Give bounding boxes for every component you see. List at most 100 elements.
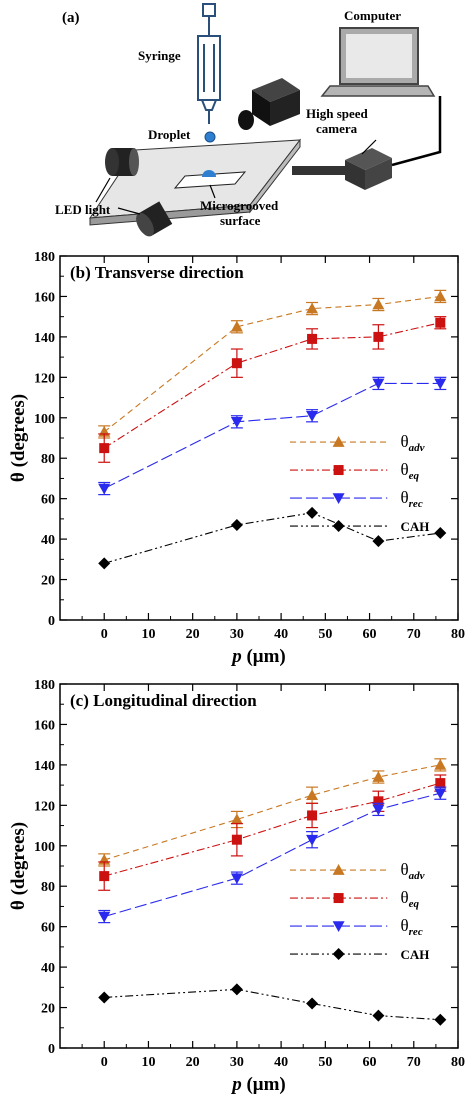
c-x-tick-label: 80 bbox=[451, 1055, 465, 1070]
b-y-tick-label: 80 bbox=[41, 452, 55, 467]
c-y-tick-label: 140 bbox=[34, 759, 55, 774]
b-y-tick-label: 40 bbox=[41, 533, 55, 548]
b-legend-entry: θeq bbox=[289, 460, 420, 482]
b-legend-label: θeq bbox=[401, 460, 420, 482]
b-x-tick-label: 10 bbox=[141, 627, 155, 642]
b-data-point bbox=[98, 557, 111, 570]
c-y-tick-label: 0 bbox=[48, 1042, 55, 1057]
b-data-point bbox=[230, 417, 243, 428]
b-legend-label: θrec bbox=[401, 488, 423, 510]
c-legend-marker bbox=[333, 893, 344, 904]
c-series-line bbox=[104, 764, 441, 861]
b-x-tick-label: 30 bbox=[230, 627, 244, 642]
b-legend-label: CAH bbox=[401, 519, 430, 534]
b-data-point bbox=[434, 290, 447, 302]
b-legend-marker bbox=[332, 520, 345, 533]
b-legend-marker bbox=[332, 436, 345, 447]
c-data-point bbox=[99, 871, 110, 882]
b-y-tick-label: 180 bbox=[34, 250, 55, 265]
c-y-tick-label: 60 bbox=[41, 921, 55, 936]
c-title: (c) Longitudinal direction bbox=[70, 691, 257, 710]
c-x-axis-label: p (μm) bbox=[230, 1074, 286, 1095]
c-y-tick-label: 160 bbox=[34, 718, 55, 733]
c-legend-label: θrec bbox=[401, 916, 423, 938]
b-legend-label: θadv bbox=[401, 432, 425, 454]
c-x-tick-label: 10 bbox=[141, 1055, 155, 1070]
c-series-cah bbox=[98, 983, 447, 1026]
c-legend-label: CAH bbox=[401, 947, 430, 962]
b-data-point bbox=[231, 358, 242, 369]
c-data-point bbox=[373, 796, 384, 807]
c-legend-label: θeq bbox=[401, 888, 420, 910]
c-y-tick-label: 20 bbox=[41, 1002, 55, 1017]
c-data-point bbox=[372, 804, 385, 816]
b-legend-entry: θadv bbox=[289, 432, 425, 454]
c-y-tick-label: 180 bbox=[34, 678, 55, 693]
c-data-point bbox=[372, 1009, 385, 1022]
c-x-tick-label: 40 bbox=[274, 1055, 288, 1070]
b-x-tick-label: 70 bbox=[407, 627, 421, 642]
b-series-line bbox=[103, 295, 441, 433]
b-legend-marker bbox=[332, 493, 345, 505]
chart-transverse: 0 10 20 30 40 50 60 70 80 0 20 40 60 80 100 120 140 160 18… bbox=[8, 250, 465, 666]
b-data-point bbox=[306, 302, 319, 314]
b-x-tick-label: 40 bbox=[274, 627, 288, 642]
b-data-point bbox=[307, 333, 318, 344]
b-x-tick-label: 0 bbox=[101, 627, 108, 642]
surface-label-1: Microgrooved bbox=[200, 198, 279, 213]
b-y-tick-label: 120 bbox=[34, 371, 55, 386]
b-data-point bbox=[434, 378, 447, 390]
c-data-point bbox=[98, 911, 111, 923]
droplet-label: Droplet bbox=[148, 127, 191, 142]
b-data-point bbox=[373, 331, 384, 342]
c-series-eq bbox=[98, 774, 447, 891]
camera-icon bbox=[238, 78, 300, 130]
c-data-point bbox=[435, 778, 446, 789]
c-data-point bbox=[306, 997, 319, 1010]
b-data-point bbox=[434, 527, 447, 540]
syringe-label: Syringe bbox=[138, 48, 181, 63]
b-data-point bbox=[372, 298, 385, 310]
b-y-tick-label: 100 bbox=[34, 412, 55, 427]
c-data-point bbox=[307, 810, 318, 821]
b-data-point bbox=[306, 506, 319, 519]
b-y-tick-label: 160 bbox=[34, 290, 55, 305]
c-data-point bbox=[231, 834, 242, 845]
b-legend-entry: θrec bbox=[289, 488, 423, 510]
b-series-line bbox=[103, 382, 441, 490]
b-legend-entry: CAH bbox=[289, 519, 430, 534]
led-light-icon bbox=[105, 148, 173, 237]
b-y-tick-label: 0 bbox=[48, 614, 55, 629]
c-legend-entry: θeq bbox=[289, 888, 420, 910]
stage-plate bbox=[89, 138, 302, 226]
c-plot-frame bbox=[59, 683, 459, 1049]
c-data-point bbox=[230, 983, 243, 996]
c-data-point bbox=[230, 873, 243, 885]
b-series-eq bbox=[98, 316, 447, 463]
c-series-line bbox=[104, 782, 441, 877]
c-x-tick-label: 50 bbox=[318, 1055, 332, 1070]
surface-label-2: surface bbox=[220, 213, 261, 228]
light-source-icon bbox=[292, 148, 392, 190]
b-data-point bbox=[99, 443, 110, 454]
b-series-cah bbox=[98, 506, 447, 570]
c-legend-label: θadv bbox=[401, 860, 425, 882]
c-series-adv bbox=[98, 758, 447, 867]
c-x-tick-label: 30 bbox=[230, 1055, 244, 1070]
b-series-line bbox=[103, 322, 441, 449]
syringe-icon bbox=[197, 3, 221, 124]
c-series-rec bbox=[98, 786, 447, 924]
b-x-tick-label: 60 bbox=[363, 627, 377, 642]
b-data-point bbox=[306, 410, 319, 422]
c-data-point bbox=[306, 834, 319, 846]
c-legend-marker bbox=[332, 864, 345, 875]
c-y-tick-label: 80 bbox=[41, 880, 55, 895]
b-x-axis-label: p (μm) bbox=[230, 646, 286, 666]
setup-schematic: (a) Syringe Droplet Microgrooved surface… bbox=[55, 3, 442, 237]
c-y-tick-label: 40 bbox=[41, 961, 55, 976]
c-data-point bbox=[98, 991, 111, 1004]
c-x-tick-label: 20 bbox=[186, 1055, 200, 1070]
c-legend-entry: θadv bbox=[289, 860, 425, 882]
b-series-line bbox=[104, 512, 441, 564]
b-x-tick-label: 80 bbox=[451, 627, 465, 642]
